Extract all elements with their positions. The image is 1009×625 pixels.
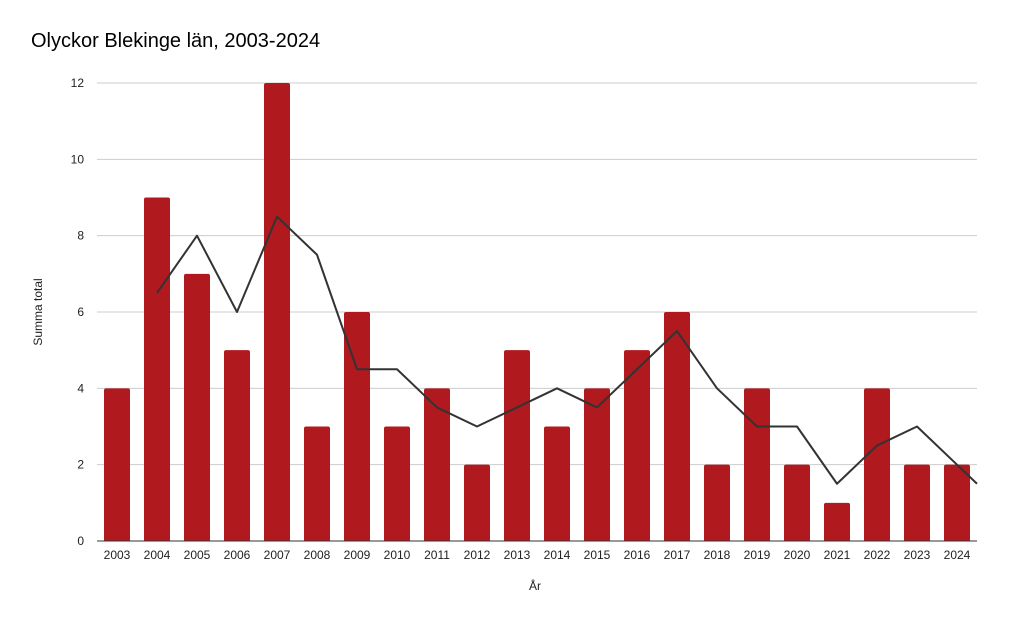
x-tick-label: 2013 <box>504 548 531 562</box>
bar-2011 <box>424 388 450 541</box>
x-axis-ticks: 2003 2004 2005 2006 2007 2008 2009 2010 2011 2012… <box>104 548 971 562</box>
x-tick-label: 2004 <box>144 548 171 562</box>
x-axis-label: År <box>529 578 541 593</box>
bar-2024 <box>944 464 970 541</box>
bar-2012 <box>464 464 490 541</box>
x-tick-label: 2012 <box>464 548 491 562</box>
bar-2005 <box>184 273 210 541</box>
bar-2003 <box>104 388 130 541</box>
y-tick-label: 10 <box>71 152 85 166</box>
bar-2020 <box>784 464 810 541</box>
bar-2010 <box>384 426 410 541</box>
x-tick-label: 2021 <box>824 548 851 562</box>
x-tick-label: 2011 <box>424 548 450 562</box>
bar-2016 <box>624 350 650 541</box>
bar-2023 <box>904 464 930 541</box>
bar-2008 <box>304 426 330 541</box>
bar-2021 <box>824 502 850 541</box>
x-tick-label: 2007 <box>264 548 291 562</box>
bar-2014 <box>544 426 570 541</box>
y-tick-label: 12 <box>71 76 85 90</box>
bar-2022 <box>864 388 890 541</box>
chart-title: Olyckor Blekinge län, 2003-2024 <box>31 30 321 52</box>
y-tick-label: 8 <box>77 229 84 243</box>
bar-2015 <box>584 388 610 541</box>
y-tick-label: 2 <box>77 458 84 472</box>
x-tick-label: 2010 <box>384 548 411 562</box>
bar-2009 <box>344 312 370 541</box>
x-tick-label: 2022 <box>864 548 891 562</box>
y-axis-label: Summa total <box>31 278 45 345</box>
moving-average-series <box>156 215 978 485</box>
y-tick-label: 6 <box>77 305 84 319</box>
x-tick-label: 2019 <box>744 548 771 562</box>
x-tick-label: 2014 <box>544 548 571 562</box>
bar-2013 <box>504 350 530 541</box>
bar-2018 <box>704 464 730 541</box>
x-tick-label: 2024 <box>944 548 971 562</box>
x-tick-label: 2015 <box>584 548 611 562</box>
x-tick-label: 2020 <box>784 548 811 562</box>
x-tick-label: 2018 <box>704 548 731 562</box>
x-tick-label: 2016 <box>624 548 651 562</box>
x-tick-label: 2009 <box>344 548 371 562</box>
x-tick-label: 2008 <box>304 548 331 562</box>
x-tick-label: 2017 <box>664 548 691 562</box>
bar-2019 <box>744 388 770 541</box>
bar-2006 <box>224 350 250 541</box>
x-tick-label: 2023 <box>904 548 931 562</box>
bar-2007 <box>264 83 290 541</box>
y-tick-label: 4 <box>77 381 84 395</box>
y-axis-ticks: 0 2 4 6 8 10 12 <box>71 76 85 548</box>
bar-2004 <box>144 197 170 541</box>
gridlines <box>97 82 977 466</box>
moving-average-line <box>156 215 978 485</box>
x-tick-label: 2003 <box>104 548 131 562</box>
x-tick-label: 2006 <box>224 548 251 562</box>
y-tick-label: 0 <box>77 534 84 548</box>
bar-2017 <box>664 312 690 541</box>
x-tick-label: 2005 <box>184 548 211 562</box>
